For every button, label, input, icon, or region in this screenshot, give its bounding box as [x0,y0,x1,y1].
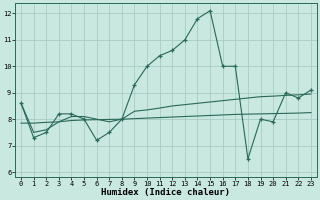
X-axis label: Humidex (Indice chaleur): Humidex (Indice chaleur) [101,188,230,197]
